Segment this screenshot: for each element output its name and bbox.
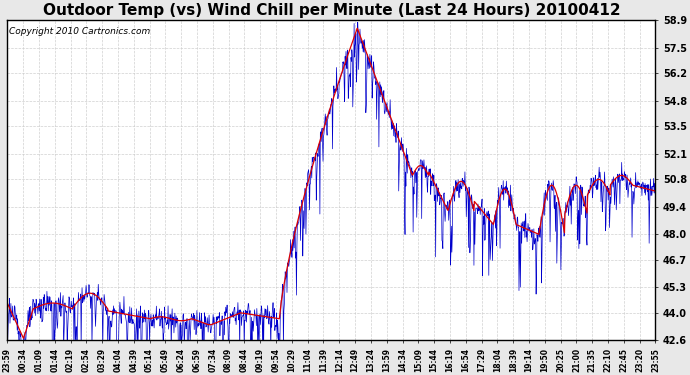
Title: Outdoor Temp (vs) Wind Chill per Minute (Last 24 Hours) 20100412: Outdoor Temp (vs) Wind Chill per Minute … xyxy=(43,3,620,18)
Text: Copyright 2010 Cartronics.com: Copyright 2010 Cartronics.com xyxy=(8,27,150,36)
